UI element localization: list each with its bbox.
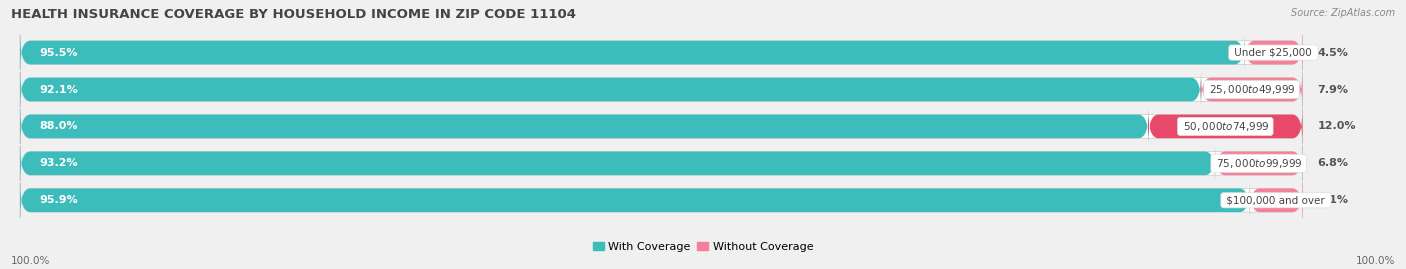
- Text: Source: ZipAtlas.com: Source: ZipAtlas.com: [1291, 8, 1395, 18]
- Text: 4.1%: 4.1%: [1317, 195, 1348, 205]
- FancyBboxPatch shape: [1250, 183, 1302, 218]
- Text: 7.9%: 7.9%: [1317, 84, 1348, 94]
- FancyBboxPatch shape: [1215, 146, 1302, 181]
- Text: $100,000 and over: $100,000 and over: [1223, 195, 1329, 205]
- Legend: With Coverage, Without Coverage: With Coverage, Without Coverage: [588, 238, 818, 256]
- FancyBboxPatch shape: [20, 146, 1215, 181]
- Text: 95.5%: 95.5%: [39, 48, 79, 58]
- Text: 6.8%: 6.8%: [1317, 158, 1348, 168]
- FancyBboxPatch shape: [20, 109, 1302, 144]
- Text: 4.5%: 4.5%: [1317, 48, 1348, 58]
- Text: 100.0%: 100.0%: [1355, 256, 1395, 266]
- FancyBboxPatch shape: [20, 109, 1149, 144]
- Text: 12.0%: 12.0%: [1317, 121, 1357, 132]
- Text: Under $25,000: Under $25,000: [1232, 48, 1316, 58]
- Text: 88.0%: 88.0%: [39, 121, 79, 132]
- Text: $25,000 to $49,999: $25,000 to $49,999: [1206, 83, 1296, 96]
- Text: 100.0%: 100.0%: [11, 256, 51, 266]
- FancyBboxPatch shape: [20, 183, 1250, 218]
- FancyBboxPatch shape: [20, 35, 1302, 70]
- FancyBboxPatch shape: [1201, 72, 1302, 107]
- FancyBboxPatch shape: [20, 72, 1302, 107]
- FancyBboxPatch shape: [20, 146, 1302, 181]
- Text: 93.2%: 93.2%: [39, 158, 79, 168]
- FancyBboxPatch shape: [20, 183, 1302, 218]
- FancyBboxPatch shape: [20, 35, 1244, 70]
- Text: HEALTH INSURANCE COVERAGE BY HOUSEHOLD INCOME IN ZIP CODE 11104: HEALTH INSURANCE COVERAGE BY HOUSEHOLD I…: [11, 8, 576, 21]
- Text: $50,000 to $74,999: $50,000 to $74,999: [1180, 120, 1271, 133]
- FancyBboxPatch shape: [20, 72, 1201, 107]
- FancyBboxPatch shape: [1149, 109, 1302, 144]
- FancyBboxPatch shape: [1244, 35, 1302, 70]
- Text: $75,000 to $99,999: $75,000 to $99,999: [1213, 157, 1303, 170]
- Text: 92.1%: 92.1%: [39, 84, 79, 94]
- Text: 95.9%: 95.9%: [39, 195, 79, 205]
